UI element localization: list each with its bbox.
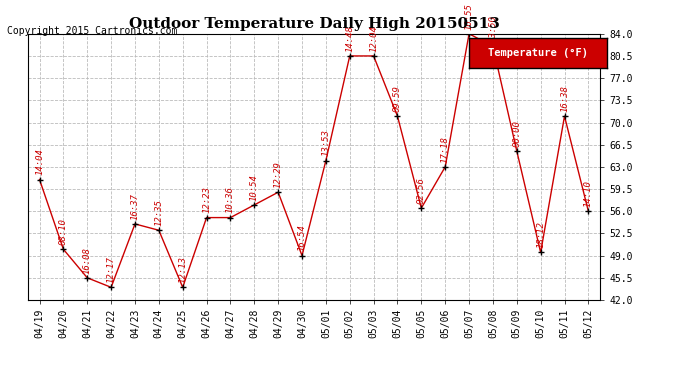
Text: 14:04: 14:04 (35, 148, 44, 176)
Text: Temperature (°F): Temperature (°F) (489, 48, 588, 57)
Text: 14:10: 14:10 (584, 180, 593, 207)
Text: 12:17: 12:17 (107, 256, 116, 283)
Text: 13:53: 13:53 (322, 129, 331, 156)
Text: Copyright 2015 Cartronics.com: Copyright 2015 Cartronics.com (7, 26, 177, 36)
Text: 12:23: 12:23 (202, 186, 211, 213)
Text: 18:12: 18:12 (536, 221, 545, 248)
Text: 16:08: 16:08 (83, 247, 92, 274)
Text: 10:36: 10:36 (226, 186, 235, 213)
Text: 08:10: 08:10 (59, 218, 68, 245)
Text: 02:56: 02:56 (417, 177, 426, 204)
Text: 10:54: 10:54 (250, 174, 259, 201)
Text: 09:59: 09:59 (393, 85, 402, 112)
Text: 12:35: 12:35 (155, 199, 164, 226)
Text: 17:18: 17:18 (441, 136, 450, 163)
Text: 12:13: 12:13 (178, 256, 187, 283)
Title: Outdoor Temperature Daily High 20150513: Outdoor Temperature Daily High 20150513 (128, 17, 500, 31)
Text: 13:50: 13:50 (489, 15, 497, 42)
Text: 12:29: 12:29 (274, 161, 283, 188)
Text: 00:00: 00:00 (512, 120, 521, 147)
Text: 16:38: 16:38 (560, 85, 569, 112)
Text: 12:04: 12:04 (369, 25, 378, 52)
Text: 16:54: 16:54 (297, 225, 306, 252)
Text: 16:55: 16:55 (464, 3, 473, 30)
Text: 16:37: 16:37 (130, 193, 139, 220)
Text: 14:48: 14:48 (345, 25, 354, 52)
